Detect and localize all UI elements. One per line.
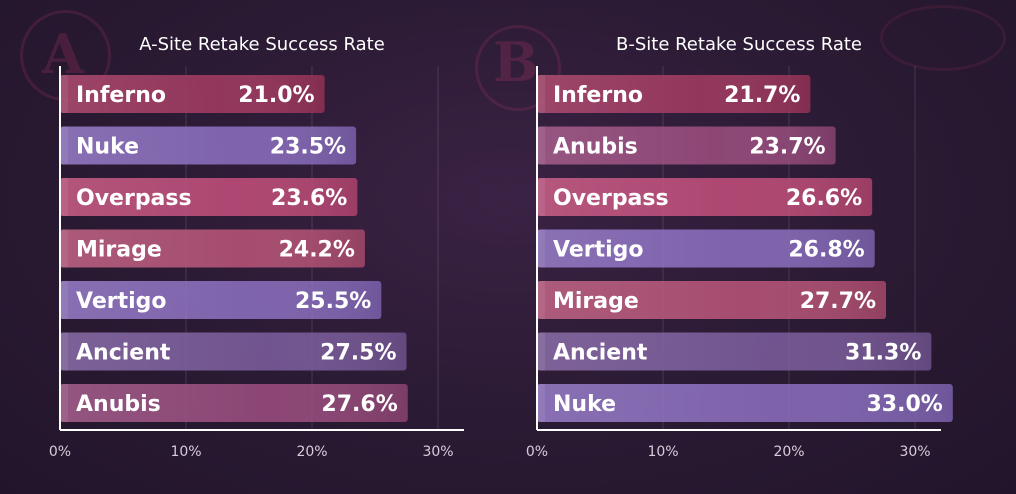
- a-site-bar-edge-anubis: [60, 384, 68, 422]
- b-site-category-label-vertigo: Vertigo: [553, 238, 644, 263]
- a-site-x-tick-label: 20%: [296, 444, 327, 460]
- a-site-value-label-vertigo: 25.5%: [295, 289, 371, 314]
- b-site-category-label-overpass: Overpass: [553, 186, 669, 211]
- decor-circle-b: [475, 25, 561, 111]
- b-site-x-tick-label: 30%: [899, 444, 930, 460]
- decor-letter-b: B: [493, 30, 539, 94]
- b-site-bar-shade-nuke: [537, 384, 953, 422]
- b-site-bar-shade-mirage: [537, 281, 887, 319]
- b-site-x-tick-label: 0%: [526, 444, 548, 460]
- a-site-value-label-nuke: 23.5%: [270, 135, 346, 160]
- b-site-bar-edge-vertigo: [537, 229, 545, 268]
- a-site-category-label-mirage: Mirage: [76, 238, 162, 263]
- b-site-bar-edge-overpass: [537, 178, 545, 216]
- a-site-bar-edge-overpass: [60, 178, 68, 216]
- b-site-bar-edge-nuke: [537, 384, 545, 422]
- a-site-bar-shade-inferno: [60, 75, 325, 113]
- b-site-chart-title: B-Site Retake Success Rate: [616, 34, 862, 55]
- b-site-value-label-anubis: 23.7%: [749, 135, 825, 160]
- a-site-category-label-inferno: Inferno: [76, 83, 166, 108]
- a-site-category-label-anubis: Anubis: [76, 392, 161, 417]
- b-site-x-tick-label: 10%: [647, 444, 678, 460]
- b-site-bar-edge-anubis: [537, 126, 545, 165]
- a-site-bar-shade-nuke: [60, 126, 357, 165]
- b-site-x-tick-label: 20%: [773, 444, 804, 460]
- a-site-value-label-inferno: 21.0%: [238, 83, 314, 108]
- b-site-value-label-overpass: 26.6%: [786, 186, 862, 211]
- a-site-value-label-overpass: 23.6%: [271, 186, 347, 211]
- a-site-x-tick-label: 10%: [170, 444, 201, 460]
- a-site-x-tick-label: 0%: [49, 444, 71, 460]
- b-site-category-label-anubis: Anubis: [553, 135, 638, 160]
- b-site-bar-edge-ancient: [537, 332, 545, 371]
- a-site-bar-edge-vertigo: [60, 281, 68, 319]
- b-site-bar-shade-ancient: [537, 332, 932, 371]
- a-site-bar-shade-mirage: [60, 229, 365, 268]
- a-site-bar-shade-vertigo: [60, 281, 382, 319]
- b-site-category-label-mirage: Mirage: [553, 289, 639, 314]
- a-site-chart-title: A-Site Retake Success Rate: [139, 34, 385, 55]
- a-site-value-label-ancient: 27.5%: [320, 341, 396, 366]
- a-site-value-label-anubis: 27.6%: [321, 392, 397, 417]
- a-site-category-label-overpass: Overpass: [76, 186, 192, 211]
- a-site-bar-edge-mirage: [60, 229, 68, 268]
- b-site-value-label-mirage: 27.7%: [800, 289, 876, 314]
- b-site-category-label-inferno: Inferno: [553, 83, 643, 108]
- b-site-bar-edge-inferno: [537, 75, 545, 113]
- b-site-value-label-nuke: 33.0%: [866, 392, 942, 417]
- a-site-bar-shade-anubis: [60, 384, 408, 422]
- b-site-bar-shade-overpass: [537, 178, 873, 216]
- b-site-bar-shade-inferno: [537, 75, 811, 113]
- b-site-value-label-ancient: 31.3%: [845, 341, 921, 366]
- a-site-bar-shade-ancient: [60, 332, 407, 371]
- b-site-bar-shade-anubis: [537, 126, 836, 165]
- a-site-bar-edge-ancient: [60, 332, 68, 371]
- a-site-x-tick-label: 30%: [422, 444, 453, 460]
- b-site-category-label-ancient: Ancient: [553, 341, 648, 366]
- decor-circle-c: [880, 5, 1006, 71]
- a-site-category-label-vertigo: Vertigo: [76, 289, 167, 314]
- a-site-category-label-nuke: Nuke: [76, 135, 139, 160]
- b-site-value-label-vertigo: 26.8%: [788, 238, 864, 263]
- b-site-bar-shade-vertigo: [537, 229, 875, 268]
- a-site-category-label-ancient: Ancient: [76, 341, 171, 366]
- a-site-value-label-mirage: 24.2%: [279, 238, 355, 263]
- a-site-bar-shade-overpass: [60, 178, 358, 216]
- a-site-bar-edge-nuke: [60, 126, 68, 165]
- b-site-bar-edge-mirage: [537, 281, 545, 319]
- b-site-category-label-nuke: Nuke: [553, 392, 616, 417]
- a-site-bar-edge-inferno: [60, 75, 68, 113]
- b-site-value-label-inferno: 21.7%: [724, 83, 800, 108]
